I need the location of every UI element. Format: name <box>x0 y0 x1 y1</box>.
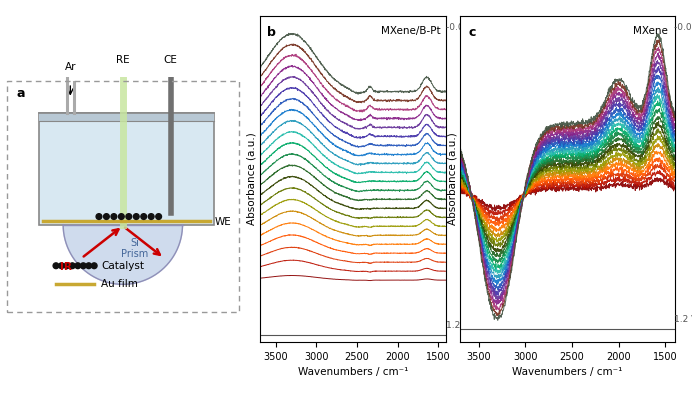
Circle shape <box>69 263 75 268</box>
Text: 1.2 V: 1.2 V <box>674 315 692 324</box>
Text: MXene: MXene <box>633 26 668 35</box>
Text: -0.05 V: -0.05 V <box>674 22 692 31</box>
Circle shape <box>118 214 124 219</box>
Circle shape <box>126 214 131 219</box>
Circle shape <box>53 263 59 268</box>
Y-axis label: Absorbance (a.u.): Absorbance (a.u.) <box>247 132 257 225</box>
Text: Catalyst: Catalyst <box>101 261 145 271</box>
Bar <box>39 113 214 121</box>
Text: CE: CE <box>163 55 178 65</box>
Circle shape <box>111 214 117 219</box>
Text: Si
Prism: Si Prism <box>121 238 148 259</box>
Text: IR: IR <box>60 262 72 272</box>
Text: 1.2 V: 1.2 V <box>446 321 468 330</box>
Circle shape <box>64 263 70 268</box>
Text: -0.05 V: -0.05 V <box>446 24 478 33</box>
Text: MXene/B-Pt: MXene/B-Pt <box>381 26 441 35</box>
Text: Ar: Ar <box>64 62 76 72</box>
Circle shape <box>59 263 64 268</box>
Circle shape <box>96 214 102 219</box>
Text: WE: WE <box>215 217 232 227</box>
Circle shape <box>86 263 91 268</box>
X-axis label: Wavenumbers / cm⁻¹: Wavenumbers / cm⁻¹ <box>512 367 623 377</box>
Text: c: c <box>468 26 476 39</box>
X-axis label: Wavenumbers / cm⁻¹: Wavenumbers / cm⁻¹ <box>298 367 408 377</box>
Circle shape <box>156 214 161 219</box>
Text: RE: RE <box>116 55 129 65</box>
Y-axis label: Absorbance (a.u.): Absorbance (a.u.) <box>448 132 457 225</box>
Text: a: a <box>17 87 25 100</box>
Circle shape <box>148 214 154 219</box>
Circle shape <box>104 214 109 219</box>
Circle shape <box>134 214 139 219</box>
Bar <box>39 113 214 225</box>
Text: Au film: Au film <box>101 279 138 288</box>
Circle shape <box>75 263 81 268</box>
Circle shape <box>141 214 147 219</box>
Text: b: b <box>267 26 276 39</box>
Polygon shape <box>63 225 183 285</box>
Circle shape <box>91 263 97 268</box>
Circle shape <box>80 263 86 268</box>
